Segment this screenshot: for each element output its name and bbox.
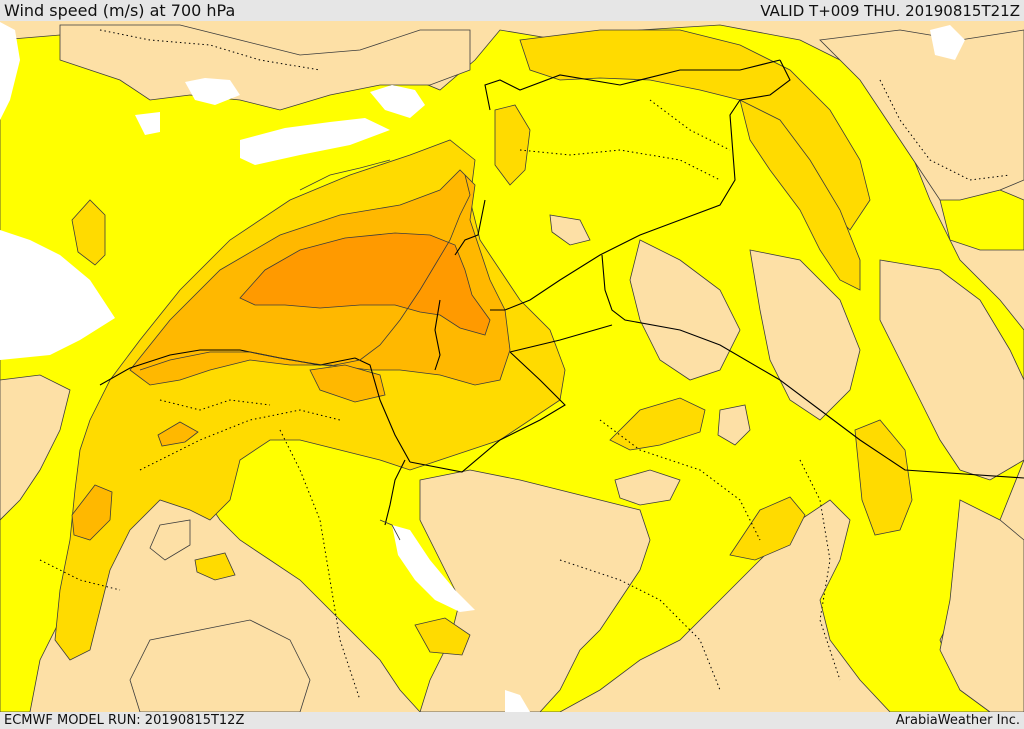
wind-level-2-east-band — [739, 99, 861, 291]
wind-level-2-patch-6 — [194, 552, 236, 581]
credit: ArabiaWeather Inc. — [895, 713, 1020, 728]
sea-north-2 — [370, 85, 425, 118]
sea-black-sea — [185, 78, 240, 105]
wind-speed-map — [0, 21, 1024, 712]
calm-patch-gulf — [879, 259, 1024, 481]
map-title: Wind speed (m/s) at 700 hPa — [4, 1, 236, 20]
sea-med-2 — [135, 112, 160, 135]
wind-level-3-patch-2 — [309, 364, 386, 403]
calm-patch-anatolia — [59, 24, 471, 111]
wind-level-2-patch-1 — [71, 199, 106, 266]
calm-patch-small-3 — [549, 214, 591, 246]
valid-time: VALID T+009 THU. 20190815T21Z — [760, 2, 1020, 20]
calm-patch-egypt-south — [129, 619, 311, 712]
calm-patch-small-1 — [614, 469, 681, 506]
model-run: ECMWF MODEL RUN: 20190815T12Z — [4, 713, 245, 728]
coastlines — [139, 159, 471, 541]
wind-level-2-patch-2 — [609, 397, 706, 451]
sea-north — [240, 118, 390, 165]
wind-level-2-patch-4 — [854, 419, 913, 536]
calm-patch-libya — [0, 374, 71, 521]
wind-level-3-patch-3 — [157, 421, 199, 447]
sea-west-edge — [0, 22, 20, 120]
calm-patch-syria — [629, 239, 741, 381]
header-bar: Wind speed (m/s) at 700 hPa VALID T+009 … — [0, 0, 1024, 21]
country-borders — [99, 59, 1024, 526]
calm-patch-southeast — [939, 499, 1024, 712]
sea-red-sea-south — [505, 690, 530, 712]
calm-patch-jordan — [749, 249, 861, 421]
wind-level-2-patch-7 — [494, 104, 531, 186]
wind-level-3-patch-1 — [71, 484, 113, 541]
wind-level-2-patch-3 — [729, 496, 806, 561]
provincial-boundaries — [39, 29, 1011, 701]
footer-bar: ECMWF MODEL RUN: 20190815T12Z ArabiaWeat… — [0, 712, 1024, 729]
wind-level-2-patch-5 — [414, 617, 471, 656]
sea-red-sea — [392, 525, 475, 612]
sea-mediterranean — [0, 230, 115, 360]
wind-level-4-core — [239, 232, 491, 336]
calm-patch-small-4 — [149, 519, 191, 561]
calm-patch-small-2 — [717, 404, 751, 446]
sea-caspian — [930, 25, 965, 60]
